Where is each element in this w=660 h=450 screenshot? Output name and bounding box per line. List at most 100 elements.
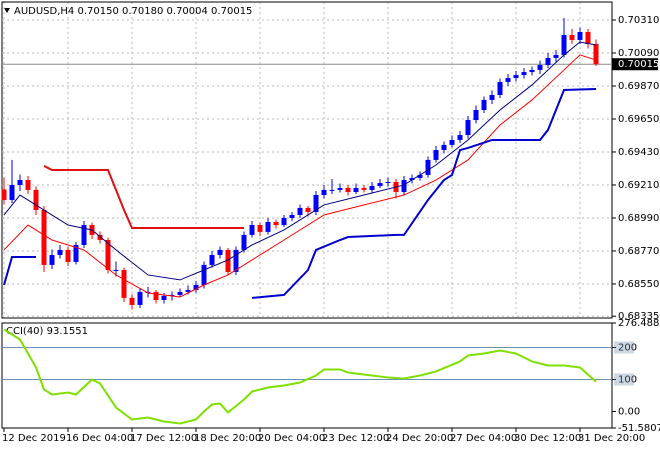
candle-body xyxy=(401,180,407,193)
candle-body xyxy=(449,139,455,145)
candle-body xyxy=(177,291,183,295)
candle-body xyxy=(433,150,439,160)
candle-body xyxy=(529,69,535,73)
candle-body xyxy=(25,180,31,190)
candle-body xyxy=(345,187,351,193)
candle-body xyxy=(257,225,263,232)
candle-body xyxy=(97,234,103,241)
indicator-line xyxy=(3,54,597,298)
candle-body xyxy=(193,285,199,290)
candle-body xyxy=(505,78,511,82)
menu-icon[interactable] xyxy=(4,8,10,13)
candle-body xyxy=(161,295,167,301)
y-tick-label: 200 xyxy=(618,342,637,353)
candle-body xyxy=(41,210,47,265)
candle-body xyxy=(241,234,247,250)
level-marker xyxy=(614,341,634,354)
candle-body xyxy=(481,99,487,110)
candle-body xyxy=(441,144,447,151)
y-tick-label: 0.69650 xyxy=(618,114,659,125)
candle-body xyxy=(321,189,327,196)
y-tick-label: 276.488 xyxy=(618,318,659,329)
indicator-line xyxy=(3,41,597,281)
candle-body xyxy=(409,177,415,181)
candle-body xyxy=(73,244,79,262)
candle-body xyxy=(185,289,191,292)
candle-body xyxy=(9,184,15,200)
candle-body xyxy=(489,94,495,100)
candle-body xyxy=(585,31,591,44)
candle-body xyxy=(153,291,159,301)
candle-body xyxy=(417,174,423,178)
y-tick-label: 0.68335 xyxy=(618,311,659,322)
indicator-line xyxy=(3,328,597,425)
candle-body xyxy=(353,187,359,193)
candle-body xyxy=(217,249,223,256)
candle-body xyxy=(49,255,55,265)
x-tick-label: 23 Dec 12:00 xyxy=(322,433,389,444)
candle-body xyxy=(313,195,319,212)
candle-body xyxy=(273,222,279,226)
x-tick-label: 31 Dec 20:00 xyxy=(578,433,645,444)
candle-body xyxy=(249,225,255,235)
plot-frame xyxy=(1,322,613,429)
candle-body xyxy=(1,189,7,200)
indicator-line xyxy=(43,165,244,230)
x-tick-label: 24 Dec 20:00 xyxy=(386,433,453,444)
indicator-line xyxy=(3,87,597,299)
x-tick-label: 12 Dec 2019 xyxy=(2,433,66,444)
candle-body xyxy=(289,214,295,218)
candle-body xyxy=(473,109,479,121)
y-tick-label: 0.69210 xyxy=(618,180,659,191)
x-tick-label: 18 Dec 20:00 xyxy=(194,433,261,444)
indicator-title: CCI(40) 93.1551 xyxy=(6,326,88,337)
candle-body xyxy=(377,183,383,187)
candle-body xyxy=(425,159,431,175)
candle-body xyxy=(113,270,119,272)
candle-body xyxy=(561,34,567,55)
y-tick-label: 0.70090 xyxy=(618,48,659,59)
candle-body xyxy=(225,249,231,272)
candle-body xyxy=(265,222,271,232)
chart-title: AUDUSD,H4 0.70150 0.70180 0.70004 0.7001… xyxy=(14,6,252,17)
current-price-box xyxy=(612,58,658,71)
candle-body xyxy=(17,180,23,185)
x-tick-label: 27 Dec 04:00 xyxy=(450,433,517,444)
y-tick-label: -51.5807 xyxy=(618,423,660,434)
y-tick-label: 0.68990 xyxy=(618,213,659,224)
candle-body xyxy=(593,43,599,65)
candle-body xyxy=(577,31,583,40)
candle-body xyxy=(105,240,111,271)
candle-body xyxy=(369,186,375,190)
candle-body xyxy=(329,189,335,191)
candle-body xyxy=(553,54,559,58)
candle-body xyxy=(33,189,39,211)
candle-body xyxy=(137,291,143,305)
candle-body xyxy=(513,75,519,79)
candle-body xyxy=(281,217,287,226)
candle-body xyxy=(521,72,527,76)
y-tick-label: 0.68550 xyxy=(618,279,659,290)
candle-body xyxy=(497,81,503,95)
candle-body xyxy=(305,207,311,212)
current-price-label: 0.70015 xyxy=(618,59,659,70)
level-marker xyxy=(614,373,634,386)
y-tick-label: 0.00 xyxy=(618,406,640,417)
candle-body xyxy=(385,181,391,184)
x-tick-label: 30 Dec 12:00 xyxy=(514,433,581,444)
candle-body xyxy=(169,294,175,296)
candle-body xyxy=(545,57,551,65)
y-tick-label: 0.69870 xyxy=(618,81,659,92)
candle-body xyxy=(361,187,367,190)
y-tick-label: 100 xyxy=(618,374,637,385)
candle-body xyxy=(121,270,127,298)
candle-body xyxy=(233,249,239,272)
candle-body xyxy=(337,187,343,190)
candle-body xyxy=(129,297,135,305)
plot-frame xyxy=(1,1,613,319)
candle-body xyxy=(465,120,471,136)
x-tick-label: 16 Dec 04:00 xyxy=(66,433,133,444)
candle-body xyxy=(209,255,215,265)
